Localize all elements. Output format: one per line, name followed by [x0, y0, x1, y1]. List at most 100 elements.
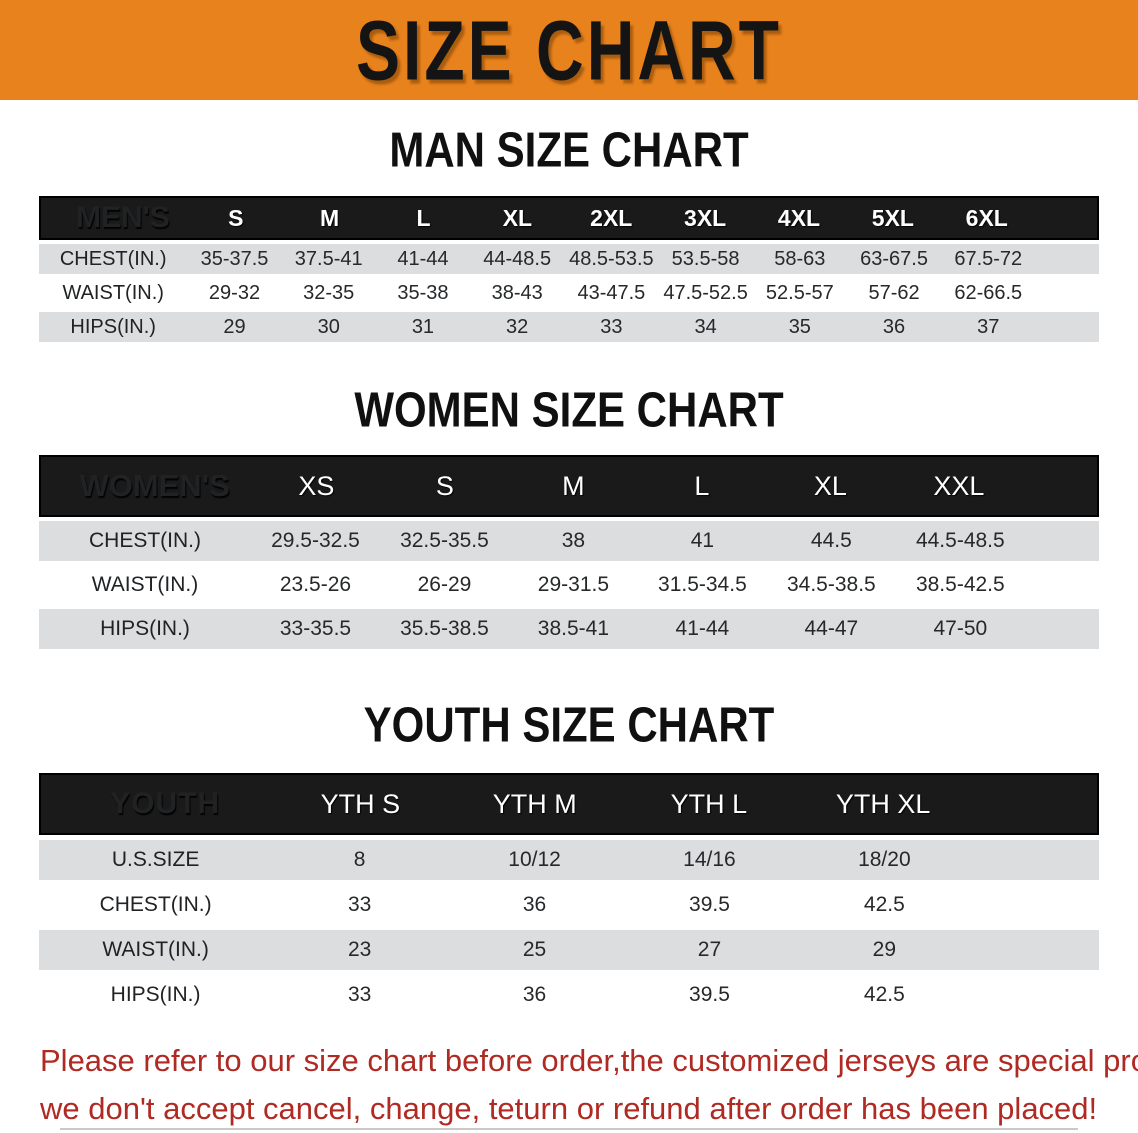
men-hips-value: 36	[882, 315, 906, 338]
youth-ussize-value: 14/16	[683, 848, 736, 871]
women-chest-value: 32.5-35.5	[400, 529, 489, 552]
women-size-table: WOMEN'S XS S M L XL XXL CHEST(IN.) 29.5-…	[39, 455, 1099, 649]
men-hips-value: 37	[977, 315, 1000, 338]
women-table-header-row: WOMEN'S XS S M L XL XXL	[39, 455, 1099, 517]
youth-waist-row-label: WAIST(IN.)	[102, 938, 209, 961]
women-chest-row-label: CHEST(IN.)	[89, 529, 201, 552]
men-table-header-row: MEN'S S M L XL 2XL 3XL 4XL 5XL 6XL	[39, 196, 1099, 240]
men-waist-value: 29-32	[208, 281, 261, 304]
youth-ussize-value: 18/20	[858, 848, 911, 871]
women-size-col-m: M	[562, 470, 585, 501]
men-waist-value: 62-66.5	[954, 281, 1023, 304]
men-chest-value: 48.5-53.5	[569, 247, 654, 270]
youth-chest-row: CHEST(IN.) 33 36 39.5 42.5	[39, 885, 1099, 925]
men-size-col-l: L	[416, 204, 431, 231]
youth-waist-row: WAIST(IN.) 23 25 27 29	[39, 930, 1099, 970]
men-header-spacer	[1034, 218, 1097, 219]
youth-hips-value: 36	[522, 983, 547, 1006]
youth-section-heading: YOUTH SIZE CHART	[0, 697, 1138, 752]
man-section-heading: MAN SIZE CHART	[0, 122, 1138, 177]
youth-hips-value: 39.5	[689, 983, 730, 1006]
women-size-col-l: L	[694, 470, 710, 501]
men-size-col-6xl: 6XL	[965, 204, 1008, 231]
youth-hips-row: HIPS(IN.) 33 36 39.5 42.5	[39, 975, 1099, 1015]
men-chest-value: 41-44	[397, 247, 449, 270]
order-disclaimer: Please refer to our size chart before or…	[40, 1037, 1138, 1133]
youth-chest-value: 33	[347, 893, 372, 916]
women-chest-value: 44.5-48.5	[915, 529, 1005, 552]
disclaimer-line-2: we don't accept cancel, change, teturn o…	[40, 1091, 1098, 1126]
men-chest-value: 44-48.5	[483, 247, 552, 270]
women-size-col-xxl: XXL	[933, 470, 985, 501]
men-chest-value: 63-67.5	[860, 247, 928, 270]
youth-header-spacer	[970, 804, 1097, 805]
women-chest-row: CHEST(IN.) 29.5-32.5 32.5-35.5 38 41 44.…	[39, 521, 1099, 561]
men-waist-value: 43-47.5	[577, 281, 646, 304]
men-waist-value: 52.5-57	[765, 281, 834, 304]
men-hips-row-label: HIPS(IN.)	[70, 315, 156, 338]
men-waist-value: 35-38	[397, 281, 449, 304]
women-waist-value: 38.5-42.5	[915, 573, 1005, 596]
youth-size-col-xl: YTH XL	[835, 788, 931, 819]
youth-waist-value: 23	[347, 938, 372, 961]
men-hips-row: HIPS(IN.) 29 30 31 32 33 34 35 36 37	[39, 312, 1099, 342]
men-waist-value: 47.5-52.5	[663, 281, 748, 304]
men-chest-value: 35-37.5	[200, 247, 269, 270]
bottom-divider	[60, 1128, 1078, 1130]
women-hips-row-label: HIPS(IN.)	[100, 617, 190, 640]
youth-table-corner-label: YOUTH	[110, 787, 221, 820]
men-waist-row-label: WAIST(IN.)	[62, 281, 164, 304]
youth-table-header-row: YOUTH YTH S YTH M YTH L YTH XL	[39, 773, 1099, 835]
youth-ussize-row-label: U.S.SIZE	[111, 848, 200, 871]
men-chest-row: CHEST(IN.) 35-37.5 37.5-41 41-44 44-48.5…	[39, 244, 1099, 274]
women-section-heading-text: WOMEN SIZE CHART	[354, 381, 784, 438]
men-chest-row-label: CHEST(IN.)	[59, 247, 167, 270]
men-waist-value: 32-35	[303, 281, 355, 304]
women-hips-value: 47-50	[933, 617, 988, 640]
men-hips-value: 33	[600, 315, 623, 338]
disclaimer-line-1: Please refer to our size chart before or…	[40, 1043, 1138, 1078]
youth-ussize-row: U.S.SIZE 8 10/12 14/16 18/20	[39, 840, 1099, 880]
women-section-heading: WOMEN SIZE CHART	[0, 382, 1138, 437]
women-hips-value: 38.5-41	[537, 617, 610, 640]
men-hips-value: 30	[317, 315, 340, 338]
women-waist-row: WAIST(IN.) 23.5-26 26-29 29-31.5 31.5-34…	[39, 565, 1099, 605]
size-chart-banner: SIZE CHART	[0, 0, 1138, 100]
men-size-col-2xl: 2XL	[590, 204, 633, 231]
youth-ussize-value: 8	[353, 848, 366, 871]
men-chest-value: 67.5-72	[954, 247, 1023, 270]
youth-chest-value: 42.5	[863, 893, 905, 916]
women-hips-value: 44-47	[804, 617, 859, 640]
men-waist-value: 38-43	[491, 281, 543, 304]
women-chest-value: 29.5-32.5	[271, 529, 360, 552]
man-section-heading-text: MAN SIZE CHART	[389, 121, 749, 178]
youth-hips-row-label: HIPS(IN.)	[110, 983, 201, 1006]
women-chest-value: 41	[690, 529, 715, 552]
youth-hips-value: 42.5	[863, 983, 905, 1006]
youth-size-col-m: YTH M	[492, 788, 577, 819]
women-table-corner-label: WOMEN'S	[79, 468, 230, 503]
youth-size-table: YOUTH YTH S YTH M YTH L YTH XL U.S.SIZE …	[39, 773, 1099, 1015]
men-waist-value: 57-62	[868, 281, 920, 304]
women-hips-value: 33-35.5	[279, 617, 352, 640]
women-chest-value: 38	[561, 529, 586, 552]
men-hips-value: 31	[411, 315, 435, 338]
women-waist-row-label: WAIST(IN.)	[91, 573, 199, 596]
banner-title: SIZE CHART	[356, 2, 782, 98]
women-header-spacer	[1023, 486, 1097, 487]
youth-ussize-value: 10/12	[508, 848, 561, 871]
women-size-col-s: S	[435, 470, 454, 501]
youth-size-col-l: YTH L	[670, 788, 748, 819]
men-size-col-s: S	[228, 204, 244, 231]
women-waist-value: 34.5-38.5	[786, 573, 876, 596]
women-waist-value: 29-31.5	[537, 573, 610, 596]
men-hips-value: 29	[223, 315, 246, 338]
women-waist-value: 31.5-34.5	[658, 573, 747, 596]
men-hips-value: 34	[694, 315, 717, 338]
youth-chest-row-label: CHEST(IN.)	[99, 893, 212, 916]
men-chest-value: 53.5-58	[671, 247, 740, 270]
women-size-col-xl: XL	[813, 470, 847, 501]
men-chest-value: 58-63	[774, 247, 826, 270]
men-size-col-4xl: 4XL	[777, 204, 821, 231]
women-hips-value: 41-44	[675, 617, 730, 640]
